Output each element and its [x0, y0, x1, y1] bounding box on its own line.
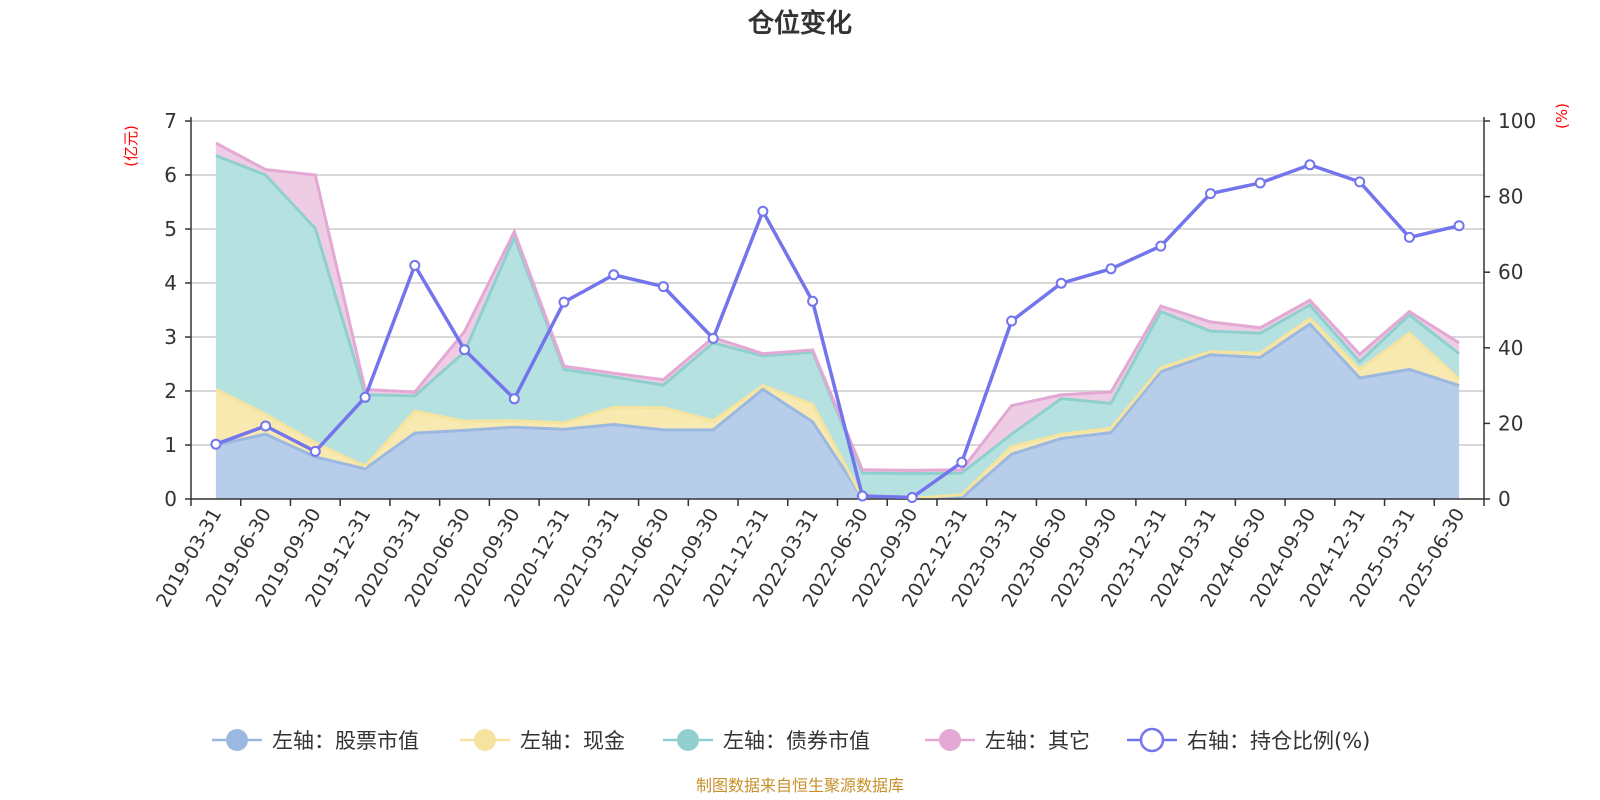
- ratio-point: [1453, 220, 1465, 232]
- area-edge-line: [215, 141, 1460, 472]
- ratio-point: [1304, 159, 1316, 171]
- ratio-point: [1105, 263, 1117, 275]
- legend-label: 左轴：股票市值: [272, 729, 419, 753]
- ratio-point: [608, 269, 620, 281]
- ratio-point: [757, 205, 769, 217]
- left-tick-label: 6: [164, 163, 177, 187]
- ratio-point: [807, 295, 819, 307]
- right-tick-label: 40: [1498, 336, 1523, 360]
- ratio-point: [956, 456, 968, 468]
- ratio-point: [1205, 188, 1216, 200]
- ratio-point: [1006, 315, 1018, 327]
- area-fill: [215, 155, 1460, 499]
- left-tick-label: 3: [164, 325, 177, 349]
- ratio-point: [707, 332, 719, 344]
- left-tick-label: 4: [164, 271, 177, 295]
- ratio-point: [1055, 277, 1067, 289]
- ratio-point: [359, 391, 371, 403]
- left-tick-label: 2: [164, 379, 177, 403]
- ratio-point: [856, 490, 868, 502]
- legend-marker: [1139, 727, 1165, 753]
- ratio-point: [657, 281, 669, 293]
- area-fill: [215, 324, 1460, 499]
- left-tick-label: 7: [164, 109, 177, 133]
- ratio-point: [309, 445, 321, 457]
- legend-label: 右轴：持仓比例(%): [1187, 729, 1370, 753]
- legend-marker: [939, 729, 961, 751]
- ratio-point: [409, 259, 421, 271]
- right-tick-label: 80: [1498, 185, 1523, 209]
- right-tick-label: 20: [1498, 411, 1523, 435]
- chart-title: 仓位变化: [747, 8, 852, 39]
- ratio-point: [1403, 231, 1415, 243]
- ratio-point: [210, 438, 222, 450]
- left-axis-unit: (亿元): [122, 125, 140, 167]
- left-tick-label: 5: [164, 217, 177, 241]
- right-tick-label: 100: [1498, 109, 1536, 133]
- ratio-point: [906, 492, 918, 503]
- ratio-point: [558, 296, 570, 308]
- ratio-line: [215, 162, 1460, 500]
- area-edge-line: [215, 316, 1461, 501]
- legend-label: 左轴：现金: [520, 729, 625, 753]
- right-tick-label: 0: [1498, 487, 1511, 511]
- left-tick-label: 0: [164, 487, 177, 511]
- ratio-point: [459, 344, 470, 356]
- ratio-point: [1254, 177, 1266, 189]
- legend-marker: [226, 729, 248, 751]
- legend-marker: [677, 729, 699, 751]
- area-edge-line: [215, 322, 1460, 501]
- legend: 左轴：股票市值 左轴：现金 左轴：债券市值 左轴：其它 右轴：持仓比例(%): [212, 727, 1370, 753]
- right-axis-unit: (%): [1553, 103, 1571, 129]
- ratio-point: [1155, 240, 1167, 252]
- right-tick-label: 60: [1498, 260, 1523, 284]
- ratio-point: [260, 420, 272, 432]
- legend-label: 左轴：债券市值: [723, 729, 870, 753]
- source-note: 制图数据来自恒生聚源数据库: [696, 776, 904, 795]
- legend-label: 左轴：其它: [985, 729, 1090, 753]
- ratio-line-layer: [210, 159, 1465, 503]
- stacked-areas: [215, 141, 1461, 501]
- legend-marker: [474, 729, 496, 751]
- ratio-point: [1354, 176, 1366, 188]
- ratio-point: [508, 393, 520, 405]
- left-tick-label: 1: [164, 433, 177, 457]
